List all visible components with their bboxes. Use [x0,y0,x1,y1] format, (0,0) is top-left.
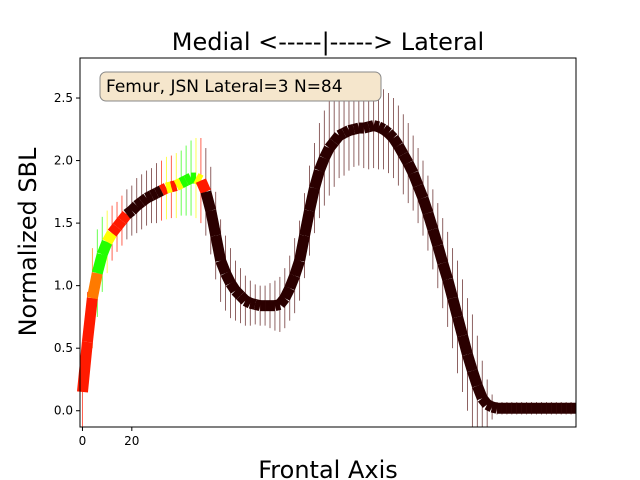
mean-segment [173,178,184,191]
mean-segment [183,173,194,186]
annotation-background [99,71,382,102]
mean-segment [432,244,449,265]
mean-segment [477,394,492,408]
mean-segment [81,297,98,343]
mean-segment [294,234,310,262]
mean-segment [372,120,380,133]
mean-segment [236,291,250,305]
mean-segment [154,185,164,198]
mean-segment [117,210,132,225]
mean-segment [91,252,108,275]
mean-segment [299,209,315,237]
annotation-box: Femur, JSN Lateral=3 N=84 [99,71,382,102]
mean-segment [408,171,424,188]
y-axis: 0.0 0.5 1.0 1.5 2.0 2.5 [54,91,80,418]
x-tick-label: 20 [124,434,139,448]
mean-segment [231,286,245,300]
chart-title: Medial <-----|-----> Lateral [172,28,484,56]
mean-segment [442,278,458,300]
mean-segment [102,230,117,245]
mean-segment [472,383,488,401]
mean-segment [367,120,376,133]
series-layer [76,83,577,427]
mean-segment [398,151,413,166]
mean-segment [127,201,141,215]
mean-segment [447,296,463,319]
mean-segment [319,145,335,161]
mean-segment [112,217,127,231]
mean-segment [158,183,169,196]
mean-segment [76,341,93,393]
mean-segment [215,258,231,276]
y-tick-label: 2.0 [54,154,73,168]
mean-segment [384,129,398,142]
x-axis-label: Frontal Axis [258,456,398,480]
y-tick-label: 0.5 [54,341,73,355]
y-tick-label: 1.0 [54,279,73,293]
plot-area [80,58,576,427]
mean-segment [138,193,150,207]
mean-segment [403,160,419,176]
mean-segment [341,125,352,138]
mean-segment [336,128,347,141]
mean-segment [225,280,241,294]
mean-segment [193,173,204,186]
mean-segment [275,294,290,308]
mean-segment [242,295,253,309]
mean-segment [284,273,300,291]
x-axis: 0 20 [79,427,139,448]
mean-segment [133,197,146,210]
mean-segment [362,121,371,134]
mean-segment [452,315,468,338]
mean-segment [427,227,444,248]
mean-segment [314,156,330,173]
mean-segment [467,368,483,388]
mean-segment [352,122,361,135]
y-axis-label: Normalized SBL [14,147,42,336]
mean-segment [107,223,122,237]
x-tick-label: 0 [79,434,87,448]
mean-segment [165,181,173,194]
mean-segment [273,299,282,311]
y-tick-label: 0.0 [54,404,73,418]
mean-segment [422,211,439,231]
mean-segment [289,258,305,278]
mean-segment [484,399,495,412]
mean-segment [347,123,356,136]
mean-segment [412,183,429,201]
mean-segment [220,270,236,286]
mean-segment [380,124,392,138]
plot-frame [79,57,577,428]
mean-segment [195,178,211,195]
mean-segment [149,188,159,201]
y-tick-label: 2.5 [54,91,73,105]
mean-segment [437,261,453,281]
y-tick-label: 1.5 [54,216,73,230]
mean-segment [97,239,113,257]
mean-segment [279,285,295,301]
mean-segment [393,142,409,158]
mean-segment [205,209,222,237]
mean-segment [253,299,262,311]
annotation-text: Femur, JSN Lateral=3 N=84 [106,77,343,97]
mean-segment [86,272,103,300]
mean-segment [324,138,339,152]
mean-segment [329,132,344,146]
mean-segment [388,135,403,149]
mean-segment [417,196,434,215]
mean-segment [144,190,155,204]
mean-segment [490,401,499,414]
mean-segment [123,206,136,219]
mean-segment [169,180,178,193]
mean-segment [210,234,227,262]
mean-segment [248,297,257,310]
mean-segment [457,334,473,356]
mean-segment [462,352,478,373]
mean-segment [376,121,387,135]
mean-segment [178,175,189,188]
mean-segment [309,169,325,190]
mean-segment [200,190,217,213]
mean-segment [304,186,320,212]
